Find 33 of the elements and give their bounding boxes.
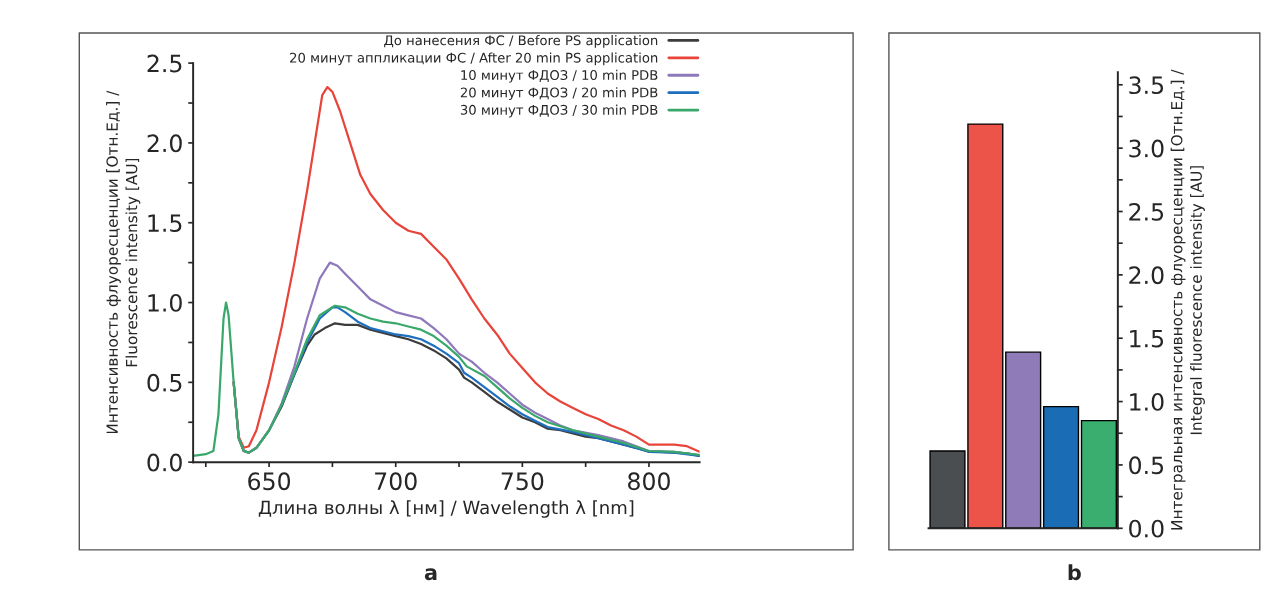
legend-label: 30 минут ФДОЗ / 30 min PDB (460, 104, 658, 118)
y-tick-label: 1.5 (148, 214, 182, 233)
y-tick-label: 0.5 (1129, 456, 1164, 475)
y-tick-label: 3.0 (1129, 139, 1164, 158)
y-tick-label: 2.0 (1129, 266, 1164, 285)
x-tick-label: 750 (501, 472, 544, 491)
x-tick-label: 800 (628, 472, 670, 491)
legend-label: 20 минут аппликации ФС / After 20 min PS application (290, 52, 658, 66)
y-axis-title: Интегральная интенсивность флуоресценции [Отн.Ед.] / Integral fluorescence intensity [AU] (1170, 69, 1205, 530)
line-series (232, 85, 700, 453)
y-tick-label: 1.5 (1130, 329, 1164, 348)
legend-label: 20 минут ФДОЗ / 20 min PDB (460, 87, 658, 101)
y-tick-label: 1.0 (148, 293, 182, 312)
legend-label: До нанесения ФС / Before PS application (384, 35, 658, 48)
legend-label: 10 минут ФДОЗ / 10 min PDB (461, 69, 658, 83)
y-tick-label: 2.0 (147, 134, 182, 153)
line-series (193, 301, 700, 457)
x-tick-label: 650 (248, 472, 291, 491)
y-tick-label: 2.5 (1129, 202, 1164, 221)
bar (1005, 351, 1042, 529)
text: a (424, 568, 437, 581)
y-tick-label: 0.5 (147, 373, 182, 392)
y-tick-label: 0.0 (147, 453, 182, 472)
y-tick-label: 1.0 (1130, 393, 1164, 411)
x-tick-label: 700 (375, 472, 417, 491)
y-tick-label: 2.5 (147, 54, 182, 73)
y-axis-title: Интенсивность флуоресценции [Отн.Ед.] / Fluorescence intensity [AU] (106, 90, 141, 434)
bar (1080, 419, 1118, 529)
y-tick-label: 0.0 (1129, 519, 1164, 538)
text: b (1068, 564, 1081, 581)
bar (1042, 405, 1080, 529)
y-tick-label: 3.5 (1129, 76, 1164, 95)
x-axis-title: Длина волны λ [нм] / Wavelength λ [nm] (258, 500, 634, 518)
